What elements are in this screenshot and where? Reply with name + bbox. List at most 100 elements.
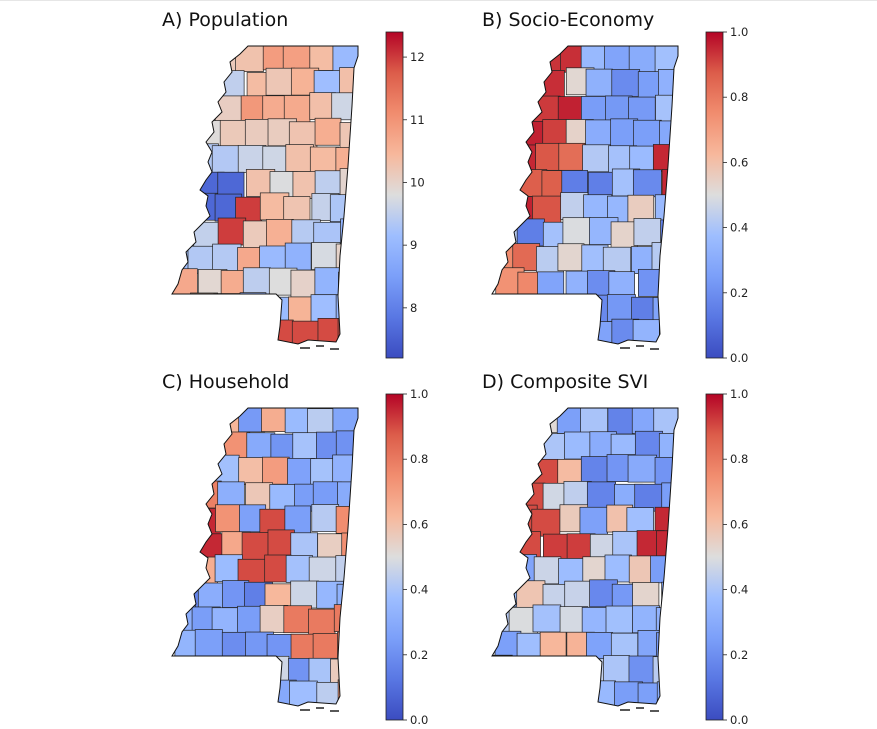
county: [172, 195, 194, 223]
county: [494, 432, 522, 461]
county: [492, 530, 519, 558]
barrier-islands: [620, 345, 659, 350]
panel-title: D) Composite SVI: [482, 371, 648, 393]
county: [282, 46, 311, 73]
state-outline: [171, 407, 359, 707]
county: [652, 656, 678, 685]
county: [267, 529, 295, 558]
county: [604, 554, 632, 583]
county: [195, 319, 224, 344]
county: [656, 632, 678, 661]
county: [660, 271, 678, 300]
county: [658, 69, 678, 97]
county: [312, 633, 341, 661]
county: [587, 680, 616, 706]
county: [513, 296, 543, 324]
colorbar-tick-label: 0.0: [410, 713, 428, 727]
barrier-islands: [300, 707, 339, 712]
colorbar-tick-label: 0.0: [730, 351, 748, 365]
county: [541, 682, 571, 706]
panel-title: B) Socio-Economy: [482, 9, 654, 31]
county: [172, 531, 199, 560]
colorbar-tick-label: 0.6: [410, 517, 428, 531]
county: [237, 145, 267, 173]
county: [212, 243, 242, 272]
county: [172, 68, 200, 97]
county: [189, 455, 217, 484]
county: [492, 654, 513, 683]
county: [492, 556, 515, 585]
state-outline: [171, 45, 359, 345]
county: [173, 681, 201, 706]
colorbar: 12 11 10 9 8: [385, 31, 425, 359]
colorbar-gradient: [705, 393, 724, 721]
county: [217, 70, 245, 98]
county: [656, 681, 678, 706]
county: [603, 655, 630, 683]
county: [212, 454, 240, 483]
county: [659, 120, 678, 149]
county: [509, 657, 539, 686]
map-panel-1: A) Population 12 11 10 9 8: [162, 9, 425, 359]
county: [659, 319, 678, 344]
colorbar-tick-label: 0.0: [730, 713, 748, 727]
county: [314, 267, 342, 296]
county: [239, 292, 267, 321]
county: [532, 604, 562, 633]
county: [556, 408, 585, 434]
county: [586, 632, 613, 660]
county: [172, 167, 199, 196]
county: [537, 271, 565, 300]
county: [510, 554, 537, 582]
county: [564, 431, 592, 460]
county: [337, 481, 358, 510]
county: [172, 580, 202, 609]
county: [602, 246, 632, 275]
colorbar-gradient: [385, 31, 404, 359]
county: [515, 432, 544, 461]
county: [633, 119, 662, 148]
county: [211, 145, 241, 174]
county: [531, 458, 560, 487]
colorbar-tick-label: 0.8: [730, 90, 748, 104]
county: [660, 219, 678, 248]
county: [536, 655, 566, 684]
county: [611, 69, 641, 97]
county: [172, 408, 197, 436]
map-panel-4: D) Composite SVI 1.0 0.8 0.6 0.4 0.2 0.0: [482, 371, 748, 727]
map-panel-3: C) Household 1.0 0.8 0.6 0.4 0.2 0.0: [162, 371, 428, 727]
county: [283, 95, 311, 123]
county: [638, 268, 665, 297]
colorbar: 1.0 0.8 0.6 0.4 0.2 0.0: [705, 25, 748, 365]
county: [492, 143, 515, 171]
county: [604, 46, 634, 74]
county: [309, 92, 336, 121]
county: [628, 655, 657, 684]
county: [492, 93, 518, 121]
county: [492, 296, 514, 325]
county: [492, 408, 516, 435]
county: [214, 656, 244, 685]
county: [245, 321, 275, 344]
county: [606, 294, 636, 322]
county: [532, 408, 560, 433]
county: [310, 294, 338, 323]
county: [172, 433, 201, 461]
county: [332, 454, 358, 483]
county: [284, 242, 312, 271]
county: [566, 680, 595, 706]
county: [582, 144, 611, 173]
county: [654, 194, 678, 223]
county: [537, 70, 565, 98]
county: [172, 456, 193, 485]
county: [581, 607, 609, 635]
county: [632, 319, 661, 344]
county: [242, 267, 271, 296]
county: [493, 483, 522, 511]
colorbar-tick-label: 11: [410, 113, 425, 127]
colorbar-tick-label: 1.0: [730, 25, 748, 39]
colorbar-gradient: [385, 393, 404, 721]
county: [259, 605, 289, 633]
county: [172, 505, 195, 534]
colorbar-tick-label: 9: [410, 238, 417, 252]
